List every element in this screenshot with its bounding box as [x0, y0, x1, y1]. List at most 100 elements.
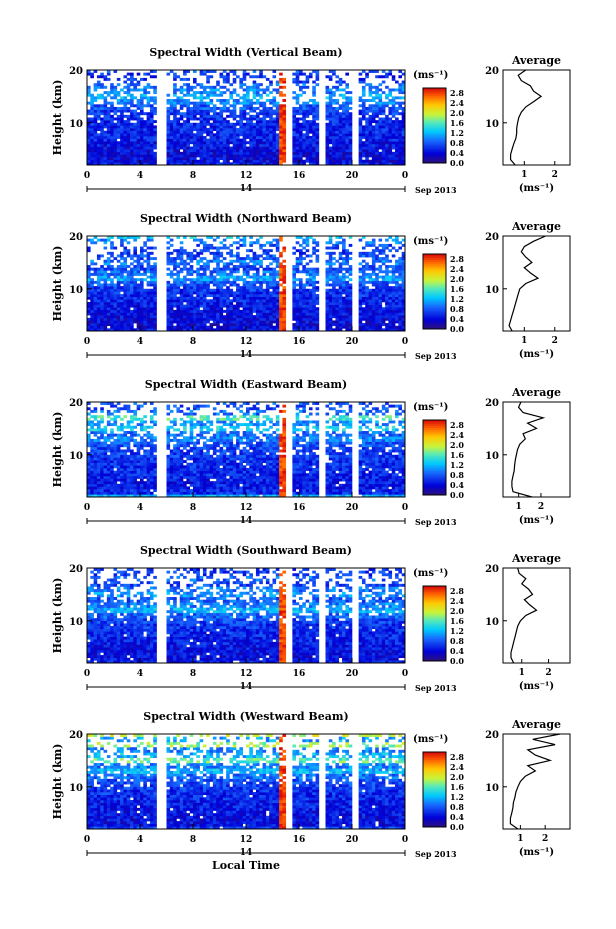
heatmap-cell [222, 104, 227, 108]
heatmap-cell [252, 254, 257, 258]
heatmap-cell [259, 312, 263, 316]
heatmap-cell [338, 162, 343, 166]
heatmap-cell [93, 288, 98, 292]
heatmap-cell [229, 157, 234, 161]
heatmap-cell [103, 109, 108, 113]
heatmap-cell [100, 275, 104, 279]
heatmap-cell [325, 270, 330, 274]
heatmap-cell [368, 93, 373, 97]
heatmap-cell [106, 114, 111, 118]
heatmap-cell [375, 267, 379, 271]
heatmap-cell [202, 323, 207, 327]
heatmap-cell [378, 88, 383, 92]
heatmap-cell [272, 96, 277, 100]
heatmap-cell [186, 88, 190, 92]
heatmap-cell [308, 312, 313, 316]
heatmap-cell [332, 125, 336, 129]
heatmap-cell [368, 301, 373, 305]
heatmap-cell [232, 143, 237, 147]
heatmap-cell [169, 157, 174, 161]
heatmap-cell [123, 114, 128, 118]
heatmap-cell [199, 317, 204, 321]
heatmap-cell [371, 251, 376, 255]
heatmap-cell [120, 138, 124, 142]
colorbar-swatch [423, 153, 446, 156]
heatmap-cell [93, 280, 98, 284]
heatmap-cell [196, 262, 200, 266]
heatmap-cell [385, 257, 389, 261]
heatmap-cell [302, 312, 306, 316]
heatmap-cell [391, 125, 396, 129]
heatmap-cell [186, 307, 190, 311]
heatmap-cell [93, 262, 98, 266]
heatmap-cell [335, 99, 340, 102]
heatmap-cell [186, 325, 190, 329]
heatmap-cell [179, 294, 184, 297]
heatmap-cell [269, 275, 273, 279]
heatmap-cell [302, 307, 306, 311]
heatmap-cell [265, 304, 270, 308]
heatmap-cell [338, 117, 343, 121]
heatmap-cell [236, 246, 240, 250]
heatmap-cell [120, 325, 124, 329]
heatmap-cell [385, 75, 389, 79]
heatmap-cell [202, 112, 207, 116]
heatmap-cell [242, 75, 247, 79]
heatmap-cell [106, 130, 111, 134]
heatmap-cell [212, 270, 217, 274]
heatmap-cell [246, 130, 250, 134]
heatmap-cell [328, 315, 333, 319]
heatmap-cell [236, 101, 240, 105]
heatmap-cell [209, 309, 214, 313]
heatmap-cell [325, 323, 330, 327]
heatmap-cell [232, 125, 237, 129]
heatmap-cell [173, 296, 177, 300]
heatmap-cell [325, 275, 330, 279]
heatmap-cell [282, 307, 287, 311]
heatmap-cell [272, 315, 277, 319]
heatmap-cell [282, 280, 287, 284]
heatmap-cell [342, 151, 346, 155]
heatmap-cell [202, 159, 207, 163]
heatmap-cell [312, 149, 316, 153]
heatmap-cell [120, 251, 124, 255]
heatmap-cell [328, 323, 333, 327]
heatmap-cell [282, 288, 287, 292]
heatmap-cell [259, 262, 263, 266]
heatmap-cell [120, 114, 124, 118]
heatmap-cell [335, 294, 340, 297]
heatmap-cell [126, 146, 131, 150]
heatmap-cell [173, 149, 177, 153]
heatmap-cell [385, 325, 389, 329]
heatmap-cell [308, 315, 313, 319]
heatmap-cell [196, 162, 200, 166]
heatmap-cell [299, 70, 303, 73]
heatmap-cell [202, 288, 207, 292]
heatmap-cell [202, 304, 207, 308]
heatmap-cell [239, 146, 243, 150]
heatmap-cell [106, 315, 111, 319]
heatmap-cell [216, 304, 220, 308]
heatmap-cell [249, 309, 253, 313]
day-label: 14 [240, 350, 253, 360]
heatmap-cell [202, 143, 207, 147]
heatmap-cell [385, 328, 389, 332]
heatmap-cell [222, 294, 227, 297]
heatmap-cell [229, 317, 234, 321]
heatmap-cell [153, 301, 157, 305]
heatmap-cell [325, 135, 330, 139]
heatmap-cell [206, 122, 210, 126]
heatmap-cell [262, 120, 267, 124]
heatmap-cell [140, 109, 144, 113]
heatmap-cell [93, 315, 98, 319]
heatmap-cell [103, 146, 108, 150]
heatmap-cell [315, 157, 320, 161]
heatmap-cell [133, 135, 137, 139]
heatmap-cell [229, 251, 234, 255]
heatmap-cell [265, 130, 270, 134]
heatmap-cell [259, 138, 263, 142]
heatmap-cell [136, 133, 141, 137]
heatmap-cell [202, 109, 207, 113]
heatmap-cell [100, 112, 104, 116]
heatmap-cell [282, 317, 287, 321]
